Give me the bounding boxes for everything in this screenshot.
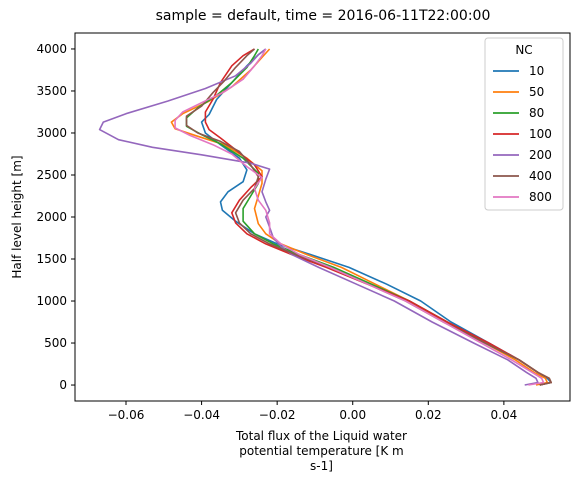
y-tick-label: 2500: [36, 168, 67, 182]
x-tick-label: −0.06: [108, 408, 145, 422]
y-tick-label: 1000: [36, 294, 67, 308]
x-tick-label: −0.02: [259, 408, 296, 422]
legend-label: 10: [529, 64, 544, 78]
x-axis-label-line: Total flux of the Liquid water: [235, 429, 407, 443]
series-line-200: [98, 48, 539, 386]
legend-label: 200: [529, 148, 552, 162]
x-tick-label: 0.00: [339, 408, 366, 422]
y-axis-label: Half level height [m]: [10, 155, 24, 278]
y-tick-label: 2000: [36, 210, 67, 224]
x-tick-label: 0.04: [491, 408, 518, 422]
plot-lines: [98, 48, 552, 386]
x-axis-label: Total flux of the Liquid waterpotential …: [235, 429, 407, 473]
y-axis: 0 500 1000 1500 2000 2500 3000 3500 4000: [36, 42, 75, 392]
y-tick-label: 3000: [36, 126, 67, 140]
legend-title: NC: [515, 43, 532, 57]
legend-label: 50: [529, 85, 544, 99]
series-line-800: [174, 48, 545, 386]
series-line-400: [185, 48, 552, 386]
chart-title: sample = default, time = 2016-06-11T22:0…: [156, 8, 491, 24]
legend: NC 10 50 80 100 200 400 800: [484, 37, 564, 211]
y-tick-label: 4000: [36, 42, 67, 56]
legend-label: 800: [529, 190, 552, 204]
y-tick-label: 0: [59, 378, 67, 392]
x-tick-label: −0.04: [183, 408, 220, 422]
y-tick-label: 1500: [36, 252, 67, 266]
legend-label: 400: [529, 169, 552, 183]
x-tick-label: 0.02: [415, 408, 442, 422]
series-line-100: [204, 48, 552, 386]
y-tick-label: 500: [44, 336, 67, 350]
legend-label: 100: [529, 127, 552, 141]
x-axis-label-line: potential temperature [K m: [239, 444, 404, 458]
x-axis: −0.06 −0.04 −0.02 0.00 0.02 0.04: [108, 401, 518, 422]
legend-box: [484, 37, 564, 211]
y-tick-label: 3500: [36, 84, 67, 98]
legend-label: 80: [529, 106, 544, 120]
x-axis-label-line: s-1]: [310, 459, 333, 473]
